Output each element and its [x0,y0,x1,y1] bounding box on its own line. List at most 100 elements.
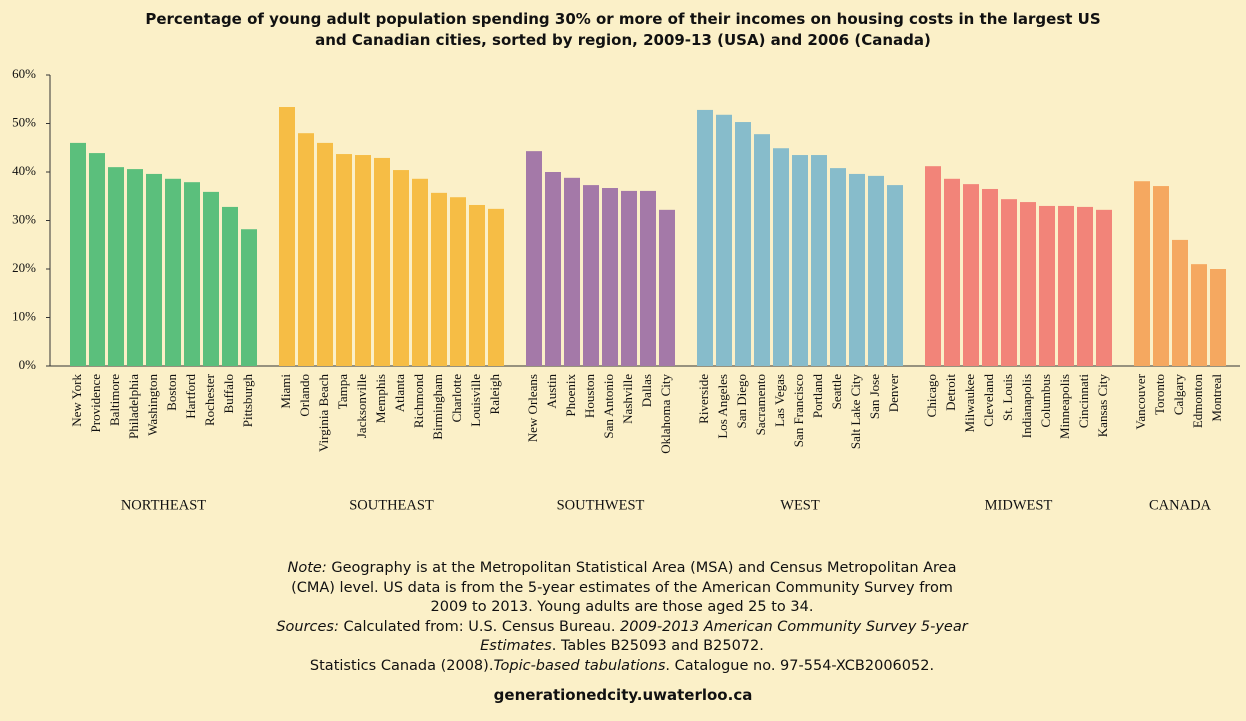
bar [1210,269,1226,366]
bar [1153,186,1169,366]
x-tick-label: Minneapolis [1057,374,1072,439]
x-tick-label: Memphis [373,374,388,423]
bar [1077,206,1093,366]
x-tick-label: San Antonio [601,374,616,439]
x-tick-label: Orlando [297,374,312,417]
x-tick-label: Cleveland [981,374,996,427]
bar [1134,181,1150,366]
group-label: WEST [780,497,820,513]
y-tick-label: 60% [12,66,36,81]
x-tick-label: Denver [886,373,901,412]
note-text: Calculated from: U.S. Census Bureau. [338,618,621,635]
bar [697,109,713,367]
x-tick-label: Vancouver [1133,373,1148,429]
y-tick-label: 20% [12,260,36,275]
bar [1172,239,1188,366]
x-tick-label: Indianapolis [1019,374,1034,438]
note-paragraph: Sources: Calculated from: U.S. Census Bu… [272,618,972,657]
bar [184,182,200,366]
x-tick-label: Riverside [696,374,711,424]
bar [1058,205,1074,366]
x-tick-label: Atlanta [392,374,407,412]
bar [165,178,181,366]
x-tick-label: Hartford [183,374,198,419]
bar [849,173,865,366]
chart-title: Percentage of young adult population spe… [145,10,1101,49]
bar [146,173,162,366]
x-tick-label: New York [69,374,84,427]
group-label: NORTHEAST [121,497,206,513]
x-tick-label: Detroit [943,374,958,411]
x-tick-label: Austin [544,374,559,409]
bar [127,169,143,366]
y-tick-label: 30% [12,211,36,226]
bar [811,155,827,366]
x-tick-label: Montreal [1209,374,1224,422]
bar [336,154,352,366]
x-tick-label: Toronto [1152,374,1167,415]
bar [944,178,960,366]
bar [1020,202,1036,366]
x-tick-label: Boston [164,374,179,411]
note-text: 2009-2013 American Community Survey 5-ye… [480,618,973,655]
note-text: . Tables B25093 and B25072. [551,638,764,654]
y-tick-label: 40% [12,163,36,178]
x-tick-label: Kansas City [1095,374,1110,438]
x-tick-label: Oklahoma City [658,374,673,454]
x-tick-label: Pittsburgh [240,374,255,428]
bar [754,134,770,366]
x-tick-label: Edmonton [1190,374,1205,429]
bar [868,175,884,366]
chart: 0% 10% 20% 30% 40% 50% 60% New York Providence Ba… [12,66,1240,513]
x-tick-label: Seattle [829,374,844,410]
footer: generationedcity.uwaterloo.ca [493,686,753,704]
x-tick-label: Philadelphia [126,374,141,439]
x-tick-label: Raleigh [487,374,502,415]
bar [1096,209,1112,366]
x-tick-label: San Diego [734,374,749,429]
x-tick-label: Los Angeles [715,374,730,439]
x-tick-label: Milwaukee [962,374,977,433]
bar [1039,205,1055,366]
bar [1191,264,1207,366]
bar [393,170,409,366]
bar [469,204,485,366]
bar [431,192,447,366]
bar [450,197,466,366]
x-tick-label: Louisville [468,374,483,427]
note-text: Sources: [276,618,339,635]
x-tick-label: Miami [278,374,293,409]
x-tick-label: Jacksonville [354,374,369,438]
bar [241,229,257,366]
x-tick-label: Sacramento [753,374,768,435]
bar [564,177,580,366]
x-tick-label: Nashville [620,374,635,424]
note-text: Topic-based tabulations [493,657,666,674]
group-label: SOUTHEAST [349,497,434,513]
x-tick-label: Charlotte [449,374,464,423]
bar [602,188,618,366]
bar [583,185,599,366]
bar [412,178,428,366]
bar [1001,199,1017,366]
bar [887,185,903,366]
bar [203,191,219,366]
bar [222,206,238,366]
bar [279,107,295,366]
notes: Note: Geography is at the Metropolitan S… [272,559,972,676]
x-tick-label: Chicago [924,374,939,417]
bar [621,190,637,366]
y-tick-label: 50% [12,114,36,129]
note-paragraph: Statistics Canada (2008).Topic-based tab… [272,657,972,677]
x-tick-label: San Francisco [791,374,806,447]
bar [792,155,808,366]
x-tick-label: Dallas [639,374,654,407]
bar [640,190,656,366]
note-text: Geography is at the Metropolitan Statist… [291,560,962,615]
x-tick-label: Birmingham [430,374,445,440]
note-text: . Catalogue no. 97-554-XCB2006052. [665,657,935,674]
x-tick-label: Houston [582,374,597,419]
note-paragraph: Note: Geography is at the Metropolitan S… [272,559,972,618]
x-tick-label: Calgary [1171,374,1186,416]
note-text: Note: [287,560,327,576]
